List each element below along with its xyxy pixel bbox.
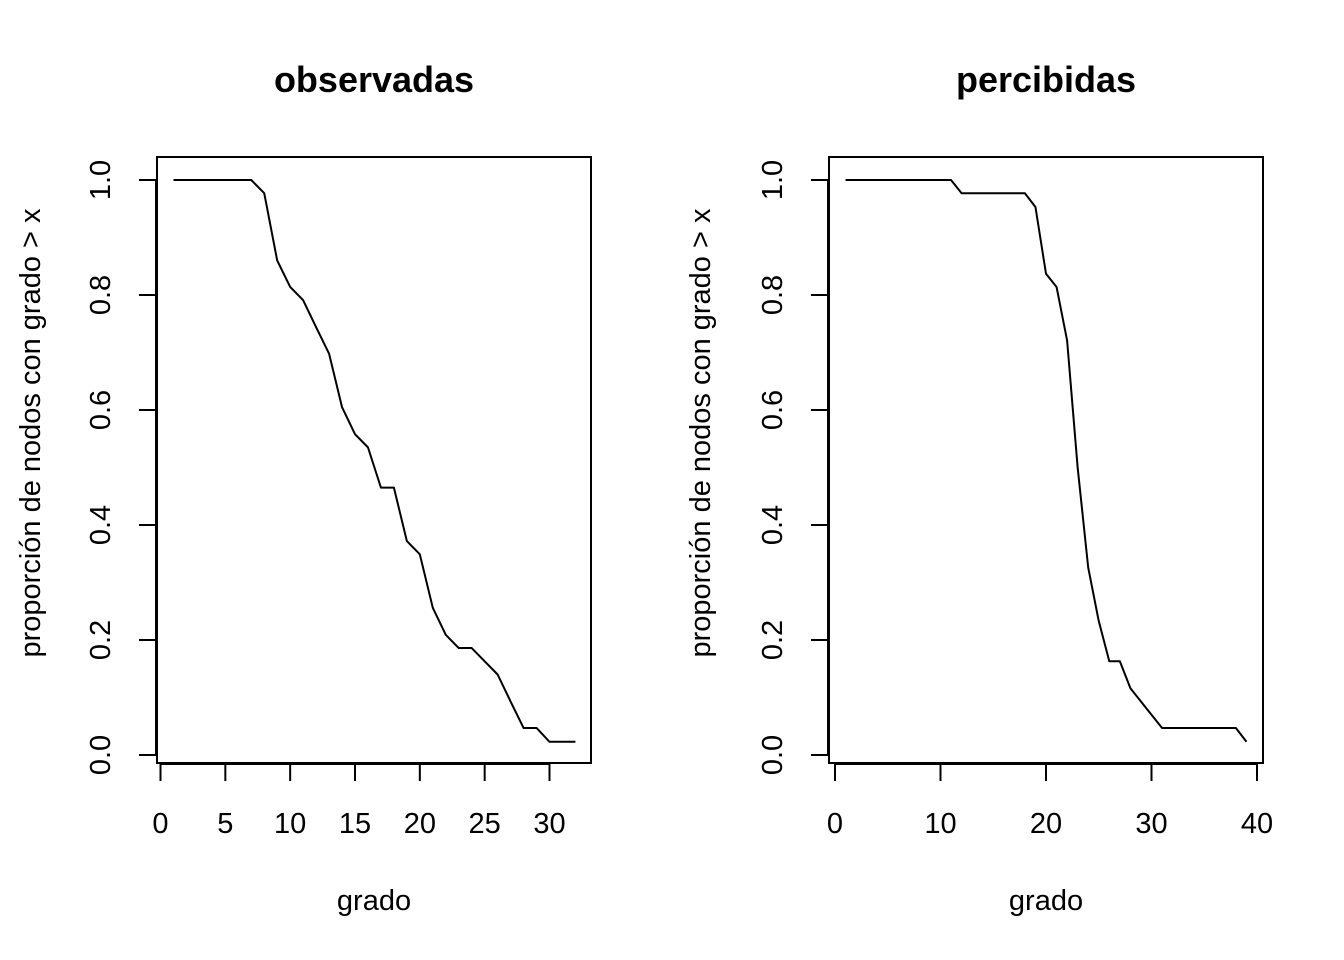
y-tick-label: 1.0	[85, 160, 117, 200]
chart-title: percibidas	[956, 59, 1136, 100]
y-tick-label: 0.6	[757, 390, 789, 430]
y-tick-label: 1.0	[757, 160, 789, 200]
y-axis-label: proporción de nodos con grado > x	[685, 208, 717, 658]
panel-observadas: observadas 0 5 10 15 20 25 30 grado 0.0 0.2 0.4 0.6 0…	[15, 59, 592, 917]
x-tick-label: 20	[1030, 808, 1062, 840]
y-tick-label: 0.4	[757, 505, 789, 545]
x-tick-label: 30	[1135, 808, 1167, 840]
chart-title: observadas	[274, 59, 474, 100]
x-tick-label: 15	[339, 808, 371, 840]
y-axis-label: proporción de nodos con grado > x	[15, 208, 47, 658]
x-axis-label: grado	[337, 885, 411, 917]
y-tick-label: 0.0	[757, 735, 789, 775]
y-tick-label: 0.8	[757, 275, 789, 315]
x-tick-label: 40	[1241, 808, 1273, 840]
x-tick-label: 30	[533, 808, 565, 840]
y-tick-label: 0.2	[85, 620, 117, 660]
x-tick-label: 25	[469, 808, 501, 840]
plot-frame	[828, 156, 1264, 764]
panel-percibidas: percibidas 0 10 20 30 40 grado 0.0 0.2 0.4 0.6 0.8 1…	[685, 59, 1273, 917]
y-tick-label: 0.2	[757, 620, 789, 660]
y-tick-label: 0.0	[85, 735, 117, 775]
x-tick-label: 0	[827, 808, 843, 840]
y-tick-label: 0.8	[85, 275, 117, 315]
y-tick-label: 0.4	[85, 505, 117, 545]
y-tick-label: 0.6	[85, 390, 117, 430]
x-tick-label: 0	[152, 808, 168, 840]
x-axis-label: grado	[1009, 885, 1083, 917]
plot-frame	[156, 156, 592, 764]
x-tick-label: 10	[274, 808, 306, 840]
x-tick-label: 5	[217, 808, 233, 840]
series-line	[173, 179, 576, 743]
series-line	[845, 179, 1248, 743]
x-tick-label: 10	[924, 808, 956, 840]
x-tick-label: 20	[404, 808, 436, 840]
